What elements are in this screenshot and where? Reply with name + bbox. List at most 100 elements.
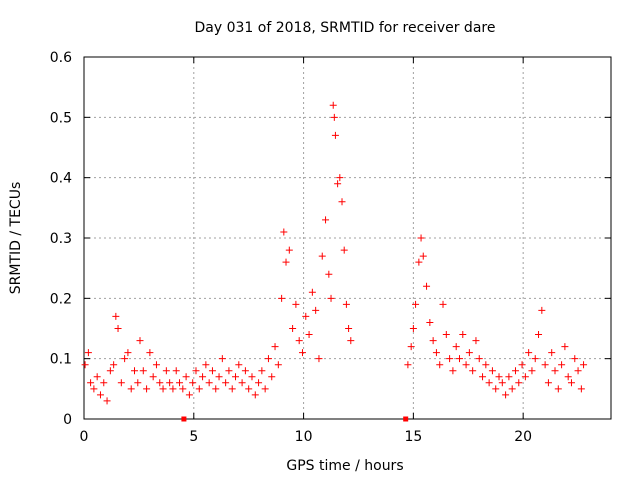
data-points [81, 101, 588, 405]
data-point [338, 198, 346, 206]
x-tick-label: 0 [80, 429, 89, 445]
data-point [282, 258, 290, 266]
data-point [292, 300, 300, 308]
data-point [84, 349, 92, 357]
data-point [202, 361, 210, 369]
data-point [528, 367, 536, 375]
data-point [432, 349, 440, 357]
data-point [195, 385, 203, 393]
data-point [235, 361, 243, 369]
data-point [580, 361, 588, 369]
data-point [264, 355, 272, 363]
data-point [330, 113, 338, 121]
data-point [87, 379, 95, 387]
data-point [459, 331, 467, 339]
grid [84, 57, 611, 419]
data-point [185, 391, 193, 399]
data-point [172, 367, 180, 375]
ticks: 0 0.1 0.2 0.3 0.4 0.5 0.6 0 5 10 15 20 [50, 50, 611, 445]
data-point [423, 282, 431, 290]
data-point [541, 361, 549, 369]
x-tick-label: 5 [189, 429, 198, 445]
data-point [241, 367, 249, 375]
data-point [143, 385, 151, 393]
data-point [261, 385, 269, 393]
data-point [449, 367, 457, 375]
data-point [205, 379, 213, 387]
data-point [475, 355, 483, 363]
data-point [121, 355, 129, 363]
data-point [551, 367, 559, 375]
data-point [412, 300, 420, 308]
data-point [345, 325, 353, 332]
y-axis-label: SRMTID / TECUs [8, 182, 24, 295]
data-point [156, 379, 164, 387]
data-point [258, 367, 266, 375]
data-point [347, 337, 355, 345]
data-point [169, 385, 177, 393]
data-point [110, 361, 118, 369]
data-point [407, 343, 415, 351]
data-point [419, 252, 427, 260]
data-point [415, 258, 423, 266]
gap-marker [403, 416, 409, 422]
data-point [446, 355, 454, 363]
y-tick-label: 0.3 [50, 231, 72, 247]
data-point [439, 300, 447, 308]
data-point [472, 337, 480, 345]
data-point [505, 373, 513, 381]
data-point [465, 349, 473, 357]
data-point [308, 288, 316, 296]
data-point [417, 234, 425, 242]
data-point [208, 367, 216, 375]
data-point [146, 349, 154, 357]
data-point [106, 367, 114, 375]
y-tick-label: 0 [63, 412, 72, 428]
data-point [567, 379, 575, 387]
data-point [426, 318, 434, 326]
data-point [298, 349, 306, 357]
data-point [318, 252, 326, 260]
data-point [112, 312, 120, 320]
gap-markers [181, 416, 409, 422]
y-tick-label: 0.5 [50, 110, 72, 126]
data-point [521, 373, 529, 381]
data-point [571, 355, 579, 363]
data-point [189, 379, 197, 387]
data-point [329, 101, 337, 109]
data-point [558, 361, 566, 369]
data-point [442, 331, 450, 339]
data-point [469, 367, 477, 375]
data-point [271, 343, 279, 351]
data-point [322, 216, 330, 224]
data-point [508, 385, 516, 393]
data-point [404, 361, 412, 369]
data-point [498, 379, 506, 387]
data-point [149, 373, 157, 381]
data-point [327, 294, 335, 302]
data-point [302, 312, 310, 320]
data-point [222, 379, 230, 387]
data-point [245, 385, 253, 393]
chart-title: Day 031 of 2018, SRMTID for receiver dar… [195, 20, 496, 36]
data-point [315, 355, 323, 363]
data-point [525, 349, 533, 357]
data-point [159, 385, 167, 393]
data-point [192, 367, 200, 375]
data-point [492, 385, 500, 393]
x-tick-label: 10 [295, 429, 313, 445]
data-point [531, 355, 539, 363]
data-point [285, 246, 293, 254]
x-axis-label: GPS time / hours [286, 458, 403, 474]
data-point [117, 379, 125, 387]
data-point [518, 361, 526, 369]
data-point [127, 385, 135, 393]
data-point [429, 337, 437, 345]
data-point [561, 343, 569, 351]
data-point [131, 367, 139, 375]
data-point [199, 373, 207, 381]
x-tick-label: 15 [404, 429, 422, 445]
data-point [554, 385, 562, 393]
data-point [462, 361, 470, 369]
